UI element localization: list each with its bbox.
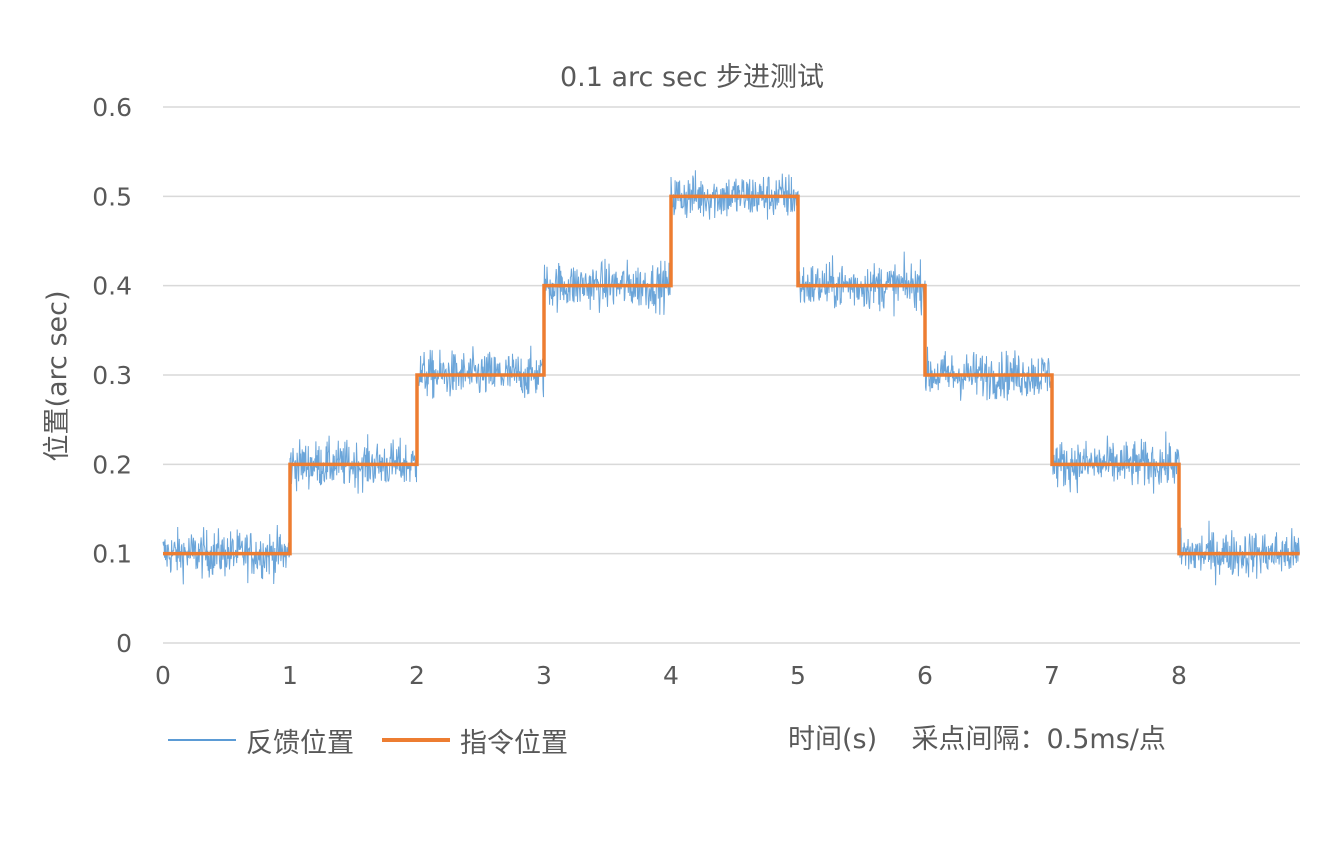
series-command-line xyxy=(163,194,1300,556)
x-tick-label: 2 xyxy=(409,661,425,690)
y-axis-label: 位置(arc sec) xyxy=(42,290,73,461)
x-tick-label: 1 xyxy=(282,661,298,690)
x-tick-label: 0 xyxy=(155,661,171,690)
x-tick-label: 6 xyxy=(917,661,933,690)
legend-swatch-feedback xyxy=(168,739,236,741)
x-tick-label: 7 xyxy=(1044,661,1060,690)
series-feedback-line xyxy=(162,170,1300,586)
y-tick-label: 0.5 xyxy=(92,182,132,211)
x-axis-label: 时间(s) 采点间隔：0.5ms/点 xyxy=(788,724,1166,755)
y-tick-label: 0.6 xyxy=(92,93,132,122)
legend-item-command: 指令位置 xyxy=(382,721,568,760)
x-tick-label: 4 xyxy=(663,661,679,690)
chart-title: 0.1 arc sec 步进测试 xyxy=(560,62,824,93)
legend-swatch-command xyxy=(382,738,450,742)
y-tick-label: 0 xyxy=(116,629,132,658)
x-tick-label: 3 xyxy=(536,661,552,690)
y-tick-label: 0.1 xyxy=(92,540,132,569)
legend-label-command: 指令位置 xyxy=(460,727,568,759)
x-tick-label: 8 xyxy=(1171,661,1187,690)
legend: 反馈位置 指令位置 xyxy=(168,718,568,762)
x-tick-label: 5 xyxy=(790,661,806,690)
y-tick-label: 0.3 xyxy=(92,361,132,390)
y-tick-label: 0.2 xyxy=(92,450,132,479)
legend-label-feedback: 反馈位置 xyxy=(246,727,354,759)
y-tick-label: 0.4 xyxy=(92,272,132,301)
legend-item-feedback: 反馈位置 xyxy=(168,721,354,760)
